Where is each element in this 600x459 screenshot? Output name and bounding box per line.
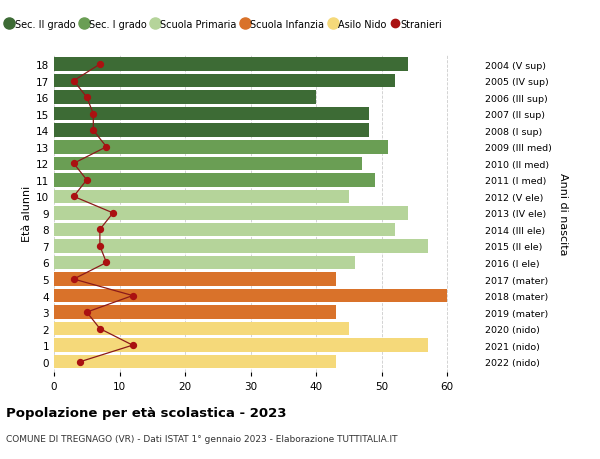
Point [95, 226, 104, 234]
Bar [54, 141, 388, 154]
Bar [54, 207, 408, 220]
Point [95, 62, 104, 69]
Bar [54, 223, 395, 237]
Point [82, 94, 92, 101]
Bar [54, 190, 349, 204]
Bar [54, 322, 349, 336]
Legend: Sec. II grado, Sec. I grado, Scuola Primaria, Scuola Infanzia, Asilo Nido, Stran: Sec. II grado, Sec. I grado, Scuola Prim… [3, 16, 446, 34]
Point [128, 341, 137, 349]
Bar [54, 91, 316, 105]
Bar [54, 273, 336, 286]
Point [128, 292, 137, 300]
Point [69, 160, 79, 168]
Point [108, 210, 118, 217]
Point [82, 309, 92, 316]
Point [69, 193, 79, 201]
Bar [54, 306, 336, 319]
Point [89, 111, 98, 118]
Y-axis label: Anni di nascita: Anni di nascita [559, 172, 568, 255]
Bar [54, 256, 355, 270]
Text: Popolazione per età scolastica - 2023: Popolazione per età scolastica - 2023 [6, 406, 287, 419]
Bar [54, 355, 336, 369]
Point [89, 127, 98, 134]
Bar [54, 157, 362, 171]
Point [95, 243, 104, 250]
Point [101, 144, 111, 151]
Bar [54, 124, 368, 138]
Point [76, 358, 85, 365]
Point [69, 78, 79, 85]
Point [101, 259, 111, 267]
Bar [54, 108, 368, 121]
Bar [54, 58, 408, 72]
Point [69, 276, 79, 283]
Bar [54, 75, 395, 88]
Point [95, 325, 104, 333]
Bar [54, 289, 447, 302]
Point [82, 177, 92, 184]
Bar [54, 174, 375, 187]
Bar [54, 240, 428, 253]
Bar [54, 339, 428, 352]
Y-axis label: Età alunni: Età alunni [22, 185, 32, 241]
Text: COMUNE DI TREGNAGO (VR) - Dati ISTAT 1° gennaio 2023 - Elaborazione TUTTITALIA.I: COMUNE DI TREGNAGO (VR) - Dati ISTAT 1° … [6, 434, 398, 443]
